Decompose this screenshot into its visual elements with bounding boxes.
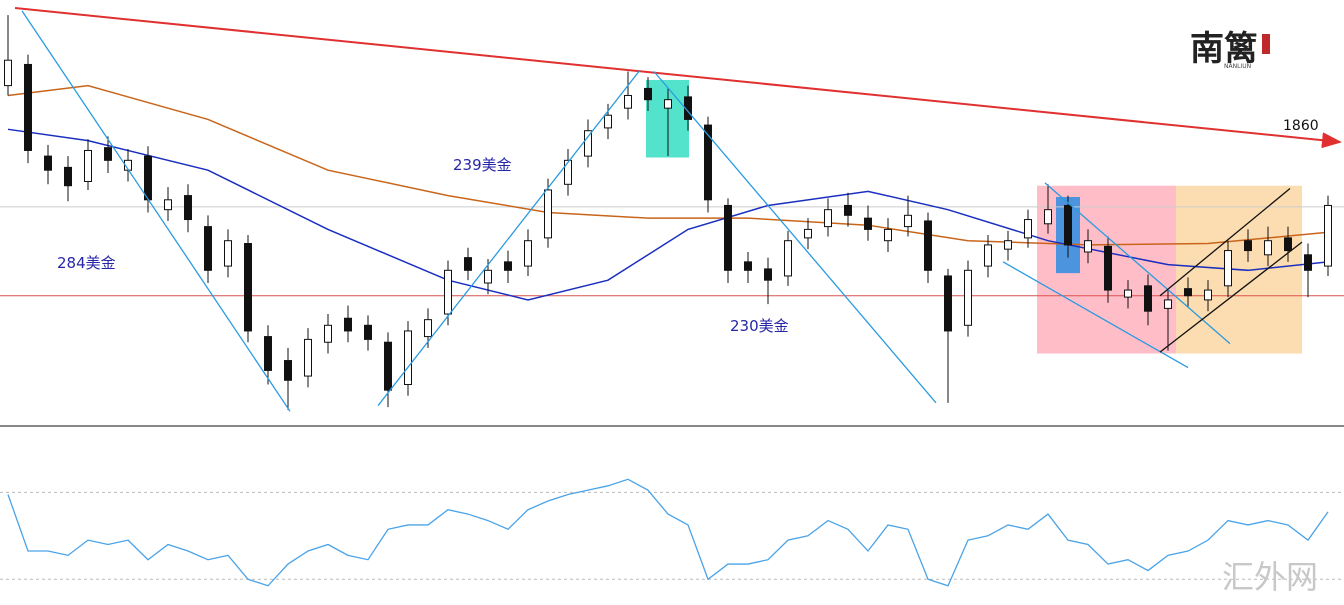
candle-body	[244, 243, 252, 332]
candle-body	[724, 204, 732, 271]
candle-body	[764, 268, 772, 281]
candle-body	[1064, 204, 1072, 246]
candle-body	[504, 261, 512, 271]
candle-body	[904, 214, 912, 228]
candle-body	[1264, 240, 1272, 256]
trend-line	[1159, 241, 1303, 353]
candle-body	[204, 226, 212, 271]
candle-body	[604, 114, 612, 129]
candle-body	[1204, 289, 1212, 301]
candle-body	[1244, 240, 1252, 252]
candle-body	[864, 217, 872, 230]
candle-body	[1184, 288, 1192, 297]
candle-body	[964, 269, 972, 326]
candle-body	[1124, 289, 1132, 298]
candle-body	[1044, 209, 1052, 225]
candle-body	[284, 360, 292, 381]
candle-body	[44, 155, 52, 171]
candle-body	[804, 228, 812, 239]
candle-body	[1104, 245, 1112, 291]
candle-body	[524, 240, 532, 267]
candle-body	[644, 87, 652, 101]
logo: 南篱 NANLIUN	[1190, 29, 1270, 70]
candle-body	[1164, 299, 1172, 309]
candle-body	[224, 240, 232, 267]
candle-body	[1224, 250, 1232, 287]
trend-line	[21, 10, 291, 412]
trend-line	[1002, 261, 1189, 369]
moving-average	[7, 128, 1329, 301]
trend-line	[377, 69, 641, 407]
candle-body	[464, 257, 472, 271]
candle-body	[564, 159, 572, 185]
candle-body	[1284, 237, 1292, 252]
candle-body	[444, 269, 452, 315]
candle-body	[584, 130, 592, 157]
logo-seal	[1262, 34, 1270, 54]
candle-body	[1004, 240, 1012, 250]
candle-body	[984, 244, 992, 267]
rsi-pane	[0, 478, 1344, 587]
annotation: 230美金	[730, 317, 789, 335]
trend-line	[653, 71, 937, 404]
logo-title: 南篱	[1190, 29, 1258, 69]
candle-body	[704, 124, 712, 201]
candle-body	[824, 209, 832, 228]
trend-line	[14, 7, 1342, 149]
price-pane	[0, 7, 1344, 412]
candle-body	[484, 269, 492, 284]
candle-body	[24, 63, 32, 151]
candle-body	[304, 338, 312, 377]
candle-body	[1304, 254, 1312, 271]
candle-body	[344, 317, 352, 332]
candle-body	[884, 228, 892, 242]
candle-body	[144, 155, 152, 201]
candle-body	[404, 330, 412, 386]
candle-body	[664, 99, 672, 109]
candle-body	[364, 324, 372, 340]
candle-body	[64, 166, 72, 187]
candle-body	[4, 59, 12, 87]
candle-body	[1084, 240, 1092, 253]
candle-body	[624, 94, 632, 109]
candle-body	[924, 220, 932, 271]
candle-body	[184, 195, 192, 221]
candle-body	[324, 324, 332, 343]
candle-body	[1324, 204, 1332, 267]
candle-body	[384, 341, 392, 391]
annotation: 284美金	[57, 254, 116, 272]
trend-line	[1044, 182, 1231, 345]
candle-body	[784, 240, 792, 277]
rsi-line	[7, 478, 1329, 587]
candle-body	[104, 147, 112, 161]
annotation: 239美金	[453, 156, 512, 174]
candle-body	[164, 199, 172, 211]
candle-body	[544, 189, 552, 239]
candle-body	[264, 336, 272, 371]
logo-subtitle: NANLIUN	[1224, 63, 1251, 70]
candle-body	[844, 204, 852, 216]
watermark: 汇外网	[1222, 558, 1318, 596]
candle-body	[944, 275, 952, 332]
candle-body	[744, 261, 752, 271]
trend-line	[1159, 188, 1291, 297]
candle-body	[424, 319, 432, 338]
candle-body	[1144, 285, 1152, 312]
price-label: 1860	[1283, 118, 1319, 134]
candle-body	[84, 149, 92, 182]
candle-body	[1024, 219, 1032, 239]
